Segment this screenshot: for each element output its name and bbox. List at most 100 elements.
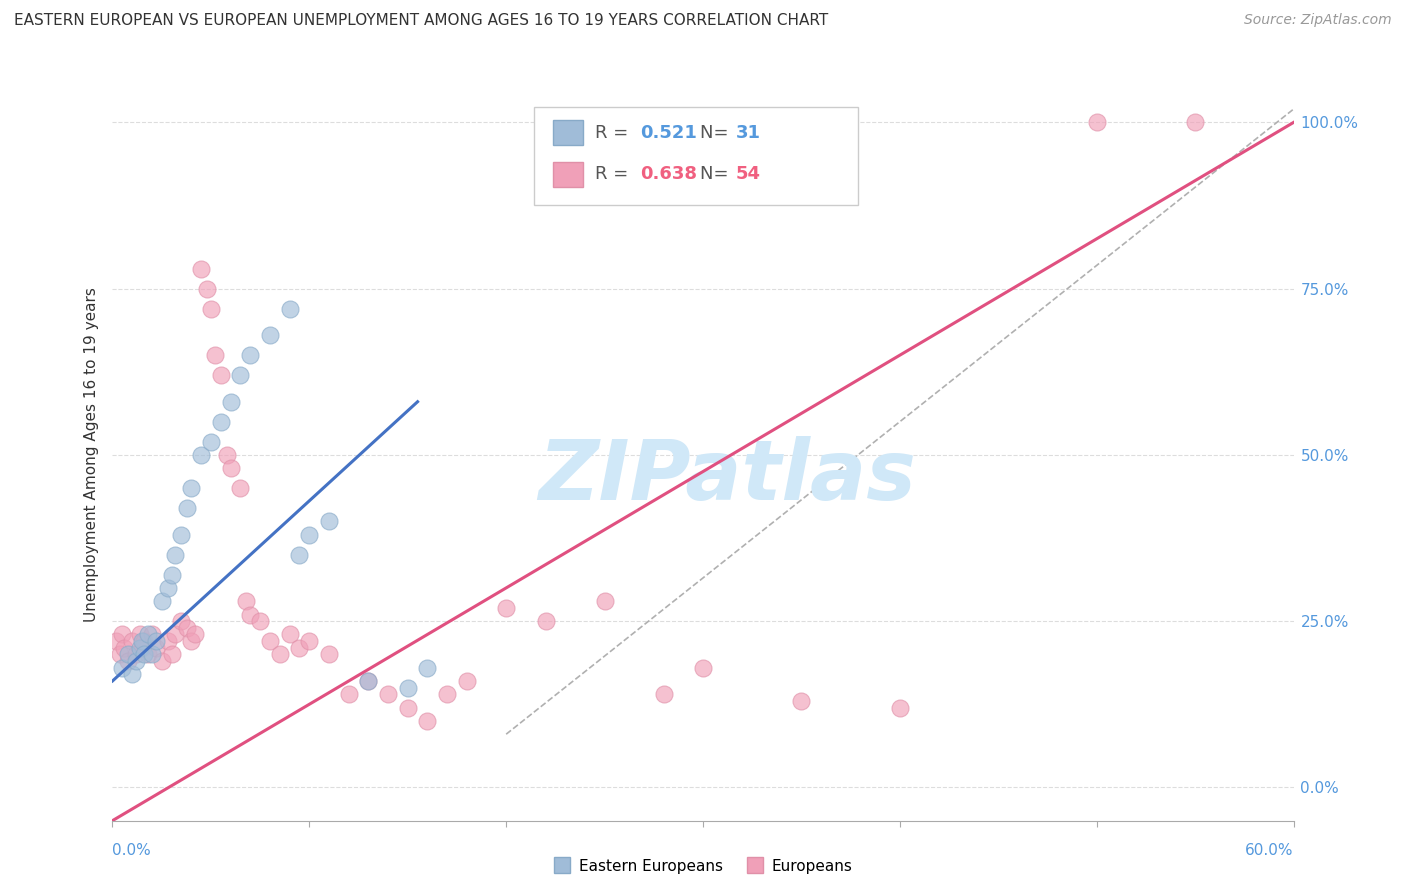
Text: 0.638: 0.638 [640, 165, 697, 183]
Point [593, 594, 616, 608]
Point [160, 648, 183, 662]
Point [377, 687, 399, 701]
Text: Source: ZipAtlas.com: Source: ZipAtlas.com [1244, 13, 1392, 28]
Text: 31: 31 [735, 124, 761, 142]
Point [318, 648, 340, 662]
Point [288, 548, 311, 562]
Text: R =: R = [595, 165, 634, 183]
Point [170, 614, 193, 628]
Point [396, 681, 419, 695]
Point [298, 634, 321, 648]
Point [170, 527, 193, 541]
Point [125, 654, 148, 668]
Point [129, 627, 152, 641]
Point [239, 607, 262, 622]
Point [229, 368, 252, 383]
Point [416, 714, 439, 728]
Point [117, 648, 139, 662]
Point [121, 634, 143, 648]
Point [269, 648, 291, 662]
Y-axis label: Unemployment Among Ages 16 to 19 years: Unemployment Among Ages 16 to 19 years [83, 287, 98, 623]
Point [278, 301, 301, 316]
Point [150, 654, 173, 668]
Point [209, 368, 232, 383]
Point [129, 640, 152, 655]
Point [298, 527, 321, 541]
Point [337, 687, 360, 701]
Point [176, 621, 198, 635]
Point [111, 627, 134, 641]
Point [416, 661, 439, 675]
Point [889, 700, 911, 714]
Point [110, 648, 132, 662]
Point [190, 448, 212, 462]
Point [150, 594, 173, 608]
Legend: Eastern Europeans, Europeans: Eastern Europeans, Europeans [547, 853, 859, 880]
Text: 60.0%: 60.0% [1246, 843, 1294, 858]
Point [288, 640, 311, 655]
Point [215, 448, 238, 462]
Point [180, 634, 202, 648]
Point [436, 687, 458, 701]
Point [200, 301, 222, 316]
Point [117, 654, 139, 668]
Point [111, 661, 134, 675]
Text: N=: N= [700, 165, 734, 183]
Point [357, 673, 380, 688]
Point [1085, 115, 1108, 129]
Text: EASTERN EUROPEAN VS EUROPEAN UNEMPLOYMENT AMONG AGES 16 TO 19 YEARS CORRELATION : EASTERN EUROPEAN VS EUROPEAN UNEMPLOYMEN… [14, 13, 828, 29]
Point [249, 614, 271, 628]
Point [125, 648, 148, 662]
Point [190, 261, 212, 276]
Point [160, 567, 183, 582]
Point [145, 640, 167, 655]
Text: N=: N= [700, 124, 734, 142]
Point [204, 348, 226, 362]
Point [318, 515, 340, 529]
Point [652, 687, 675, 701]
Text: 0.521: 0.521 [640, 124, 696, 142]
Point [131, 634, 153, 648]
Point [195, 282, 218, 296]
Point [131, 640, 153, 655]
Point [357, 673, 380, 688]
Point [141, 648, 163, 662]
Point [176, 501, 198, 516]
Text: R =: R = [595, 124, 634, 142]
Point [136, 648, 159, 662]
Point [200, 434, 222, 449]
Point [278, 627, 301, 641]
Point [456, 673, 478, 688]
Point [209, 415, 232, 429]
Point [239, 348, 262, 362]
Point [259, 328, 281, 343]
Text: ZIPatlas: ZIPatlas [537, 436, 915, 517]
Point [790, 694, 813, 708]
Point [165, 548, 187, 562]
Point [141, 627, 163, 641]
Point [184, 627, 207, 641]
Point [105, 634, 128, 648]
Point [136, 627, 159, 641]
Point [132, 634, 155, 648]
Point [396, 700, 419, 714]
Point [112, 640, 135, 655]
Point [219, 394, 242, 409]
Point [145, 634, 167, 648]
Point [229, 481, 252, 495]
Point [180, 481, 202, 495]
Text: 54: 54 [735, 165, 761, 183]
Point [235, 594, 257, 608]
Point [156, 634, 179, 648]
Point [165, 627, 187, 641]
Point [156, 581, 179, 595]
Point [495, 600, 517, 615]
Point [1184, 115, 1206, 129]
Text: 0.0%: 0.0% [112, 843, 152, 858]
Point [259, 634, 281, 648]
Point [219, 461, 242, 475]
Point [692, 661, 714, 675]
Point [132, 648, 155, 662]
Point [121, 667, 143, 681]
Point [534, 614, 557, 628]
